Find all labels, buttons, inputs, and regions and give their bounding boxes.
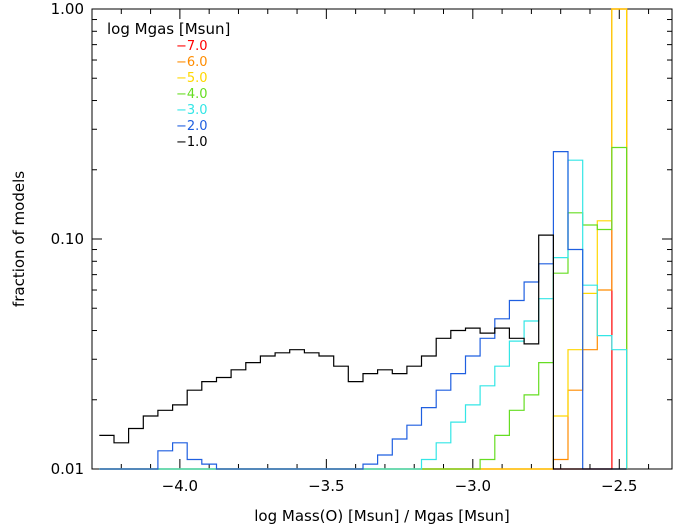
legend: log Mgas [Msun] −7.0−6.0−5.0−4.0−3.0−2.0…	[107, 20, 230, 150]
x-tick-label: −3.0	[455, 477, 491, 495]
legend-title: log Mgas [Msun]	[107, 20, 230, 38]
y-tick-label: 0.10	[51, 230, 84, 248]
legend-entry: −5.0	[176, 71, 208, 86]
legend-entry: −1.0	[176, 135, 208, 150]
y-tick-label: 1.00	[51, 0, 84, 18]
axis-ticks: −4.0 −3.5 −3.0 −2.5 0.01 0.10 1.00	[51, 0, 672, 495]
x-tick-label: −3.5	[308, 477, 344, 495]
legend-entry: −7.0	[176, 39, 208, 54]
series-line-4.0	[99, 146, 628, 470]
legend-items: −7.0−6.0−5.0−4.0−3.0−2.0−1.0	[176, 39, 208, 150]
x-tick-label: −2.5	[601, 477, 637, 495]
legend-entry: −2.0	[176, 119, 208, 134]
series-line-3.0	[99, 159, 628, 470]
legend-entry: −6.0	[176, 55, 208, 70]
y-axis-label: fraction of models	[10, 171, 28, 307]
series-layer	[99, 8, 628, 470]
x-axis-label: log Mass(O) [Msun] / Mgas [Msun]	[254, 507, 509, 525]
series-line-1.0	[99, 234, 627, 470]
legend-entry: −4.0	[176, 87, 208, 102]
series-line-2.0	[99, 151, 627, 470]
x-tick-label: −4.0	[162, 477, 198, 495]
legend-entry: −3.0	[176, 103, 208, 118]
y-tick-label: 0.01	[51, 460, 84, 478]
